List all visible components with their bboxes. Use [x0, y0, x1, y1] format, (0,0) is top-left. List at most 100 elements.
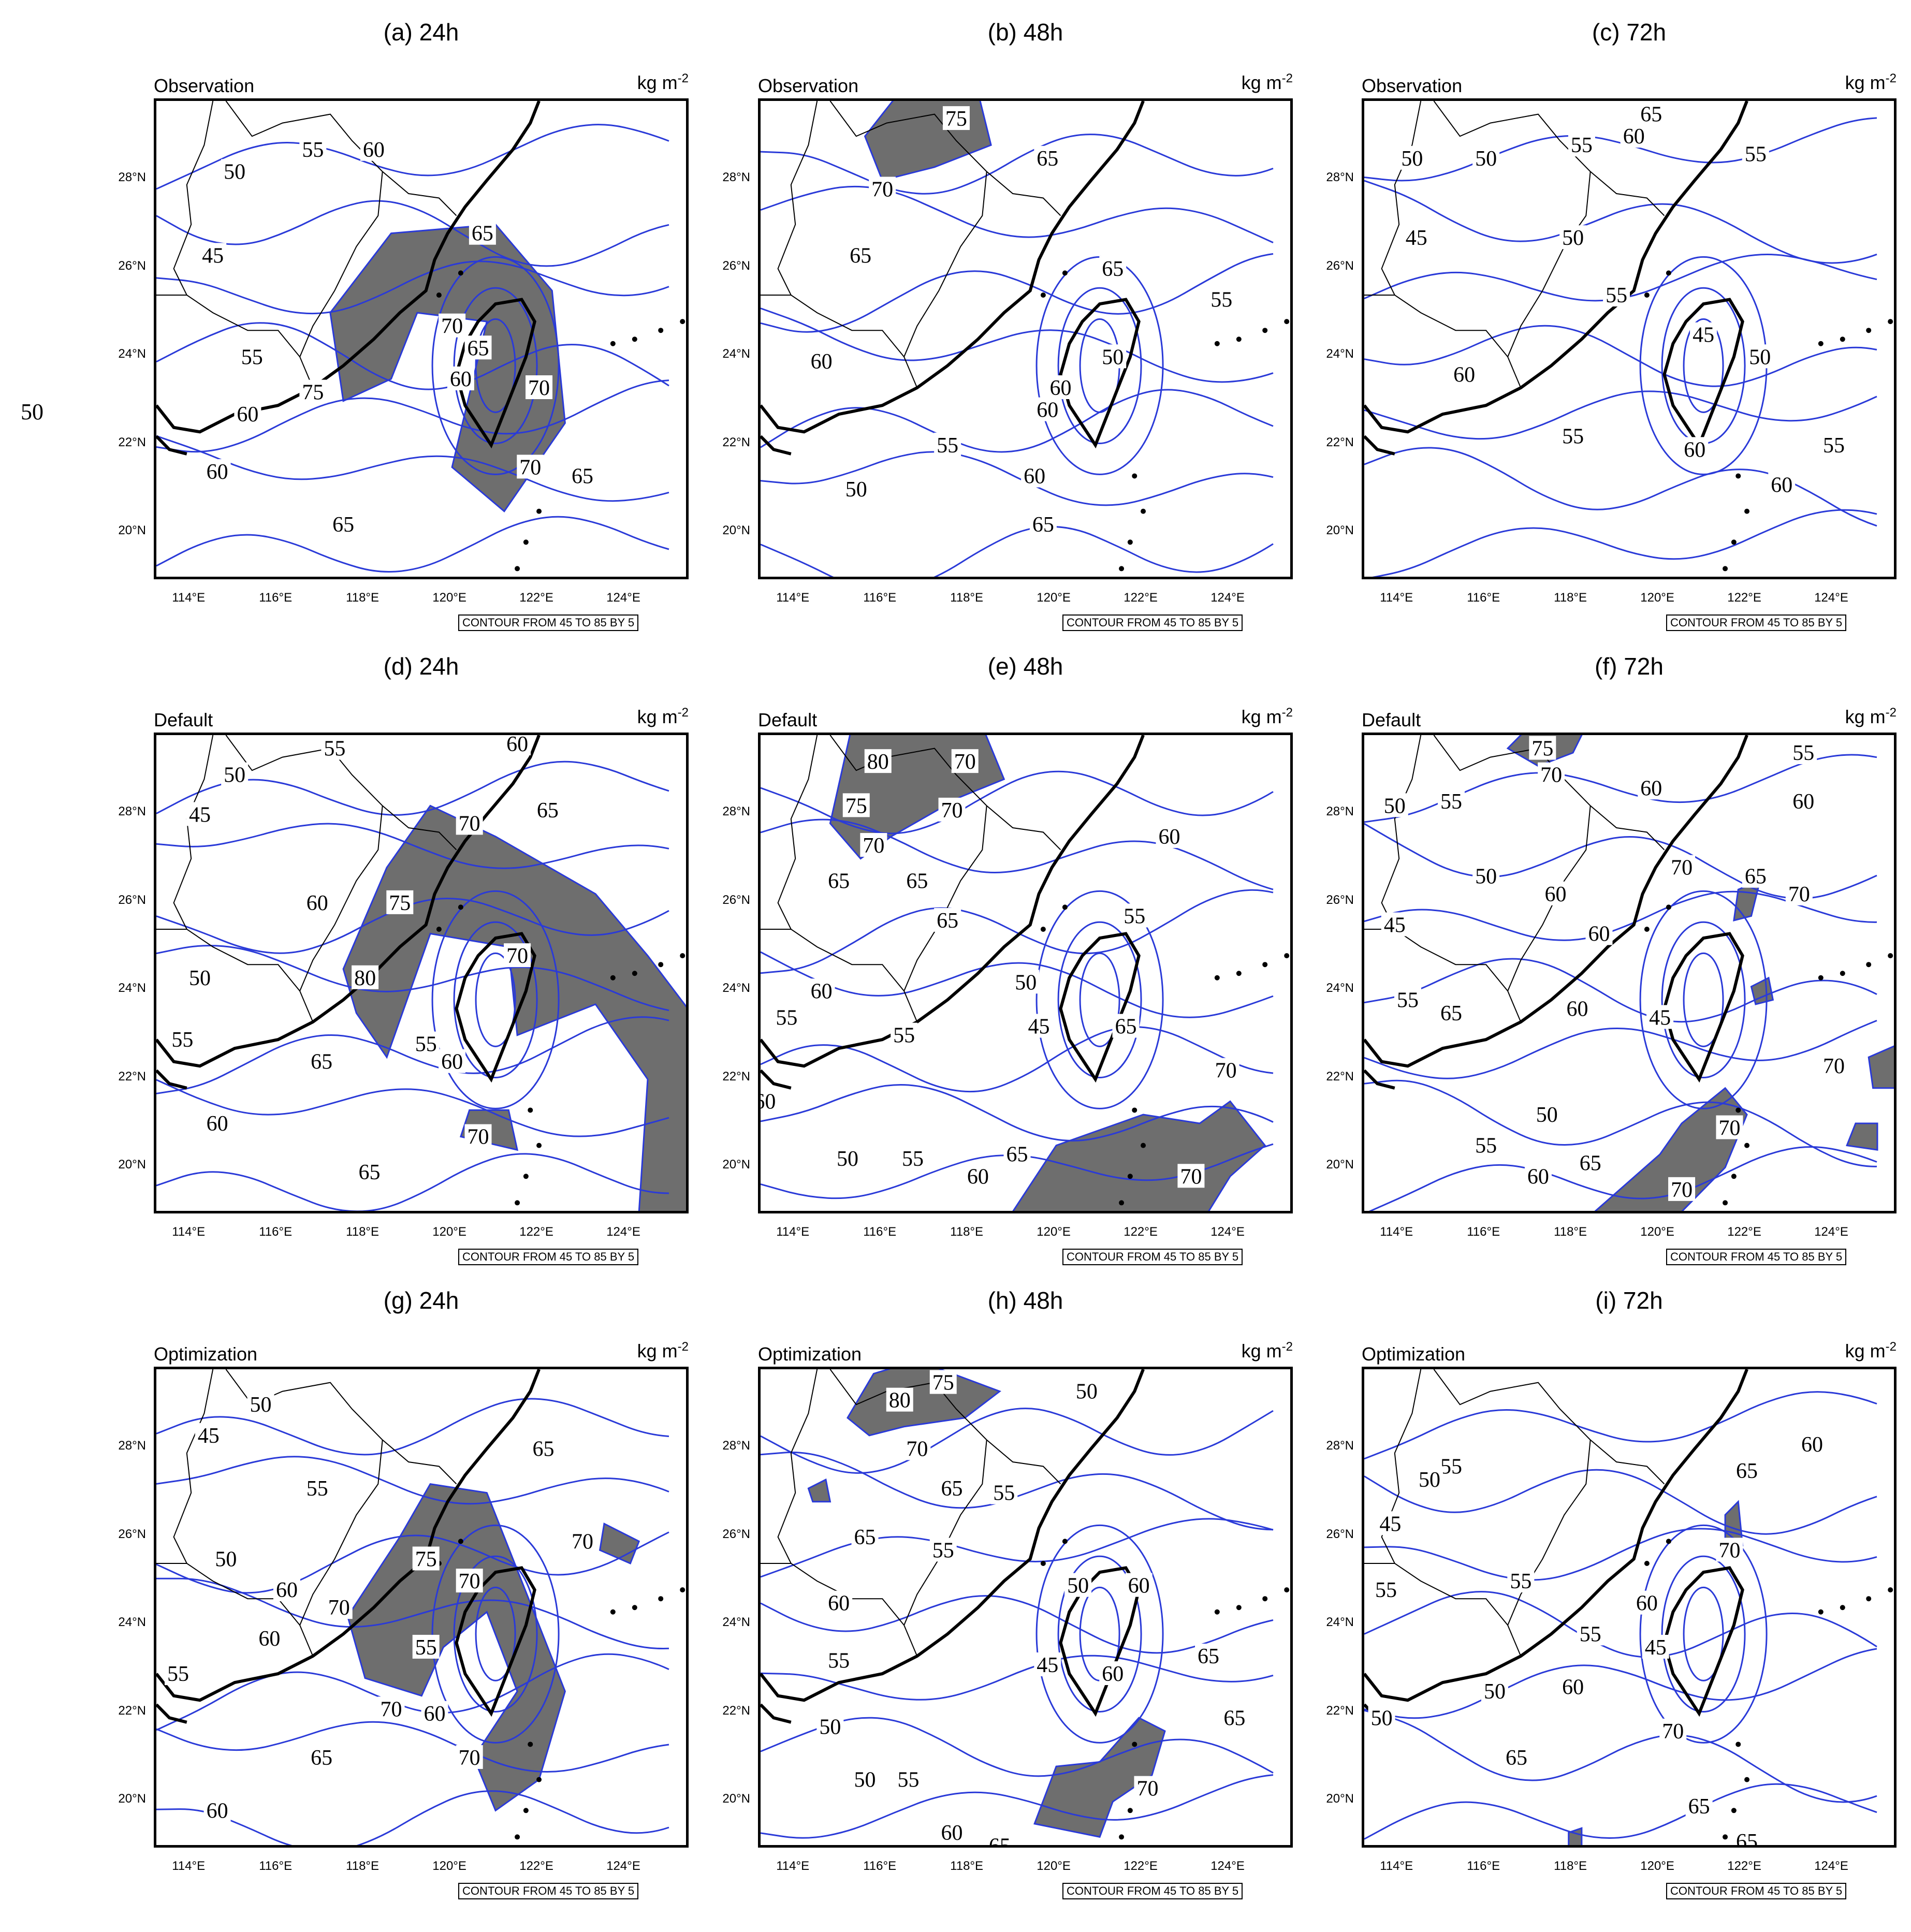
island [680, 319, 685, 325]
lat-tick-label: 20°N [118, 1792, 146, 1806]
contour-label-bg [569, 1529, 596, 1553]
contour-label: 60 [424, 1702, 445, 1726]
coastline [156, 735, 541, 1068]
contour-label: 55 [1823, 434, 1845, 458]
contour-label-bg [1716, 1538, 1743, 1562]
contour-label: 55 [932, 1539, 954, 1562]
lon-tick-label: 124°E [606, 1859, 640, 1873]
contour-label: 70 [1136, 1777, 1158, 1801]
province-border [1507, 806, 1591, 1022]
contour-line [1364, 117, 1877, 182]
contour-label: 65 [1223, 1706, 1245, 1730]
lon-tick-label: 116°E [1467, 591, 1500, 605]
contour-label: 45 [1645, 1636, 1667, 1660]
unit-label: kg m-2 [533, 1340, 689, 1362]
island [436, 292, 442, 298]
province-border [1507, 1440, 1591, 1657]
island [1840, 1605, 1845, 1611]
contour-label-bg [886, 1387, 913, 1412]
contour-label-bg [1029, 512, 1057, 536]
lon-tick-label: 116°E [259, 591, 293, 605]
island [1284, 319, 1290, 325]
lat-tick-label: 22°N [118, 1703, 146, 1718]
lat-tick-label: 28°N [722, 1439, 750, 1453]
panel-title: (b) 48h [987, 19, 1063, 46]
panel-title: (e) 48h [987, 653, 1063, 680]
coastline [761, 1703, 792, 1724]
contour-line [156, 1398, 669, 1456]
contour-label-bg [456, 1745, 483, 1769]
island [1040, 927, 1046, 932]
contour-label-bg [221, 762, 249, 786]
contour-label: 50 [189, 967, 211, 990]
contour-label: 45 [189, 803, 211, 827]
contour-label-bg [1820, 1053, 1848, 1078]
contour-label: 65 [311, 1050, 332, 1074]
panel-sublabel: Optimization [1362, 1343, 1466, 1365]
island [1723, 1200, 1728, 1206]
contour-label-bg [1585, 921, 1613, 945]
contour-label: 65 [311, 1746, 332, 1770]
contour-label-bg [356, 1159, 383, 1183]
map-frame: 50 55 60 45 65 55 60 75 70 65 60 70 70 65 60 65 [154, 98, 689, 579]
island [1119, 1834, 1125, 1840]
lon-tick-label: 122°E [519, 1225, 553, 1239]
contour-label-bg [421, 1701, 448, 1725]
contour-label: 50 [1401, 147, 1423, 171]
contour-line [156, 1153, 669, 1211]
island [1888, 1587, 1893, 1593]
contour-label: 65 [1506, 1746, 1527, 1770]
unit-exponent: -2 [677, 1340, 689, 1354]
contour-label: 65 [1102, 257, 1124, 281]
lat-tick-label: 24°N [1326, 981, 1354, 996]
contour-line [1683, 952, 1724, 1047]
contour-label-bg [273, 1577, 300, 1602]
contour-label: 70 [1718, 1117, 1740, 1140]
province-border [829, 1369, 987, 1441]
contour-label-bg [464, 335, 492, 360]
contour-label-bg [1785, 881, 1813, 905]
province-border [382, 1439, 457, 1485]
unit-text: kg m [1241, 1340, 1282, 1362]
unit-exponent: -2 [677, 71, 689, 85]
contour-label-bg [1559, 225, 1587, 250]
province-border [777, 1369, 905, 1626]
island [528, 1741, 533, 1747]
province-border [1590, 1439, 1665, 1485]
contour-line [1639, 1524, 1768, 1744]
contour-label-bg [1034, 145, 1061, 170]
contour-label: 65 [854, 1526, 876, 1549]
contour-label: 70 [528, 376, 550, 400]
contour-label: 65 [941, 1477, 963, 1501]
island [1666, 904, 1671, 910]
island [1731, 1174, 1737, 1179]
contour-label-bg [1638, 775, 1665, 800]
panel-title: (d) 24h [383, 653, 459, 680]
contour-label: 65 [937, 909, 958, 933]
contour-label: 60 [941, 1821, 963, 1845]
contour-info-box: CONTOUR FROM 45 TO 85 BY 5 [458, 1883, 639, 1899]
lat-tick-label: 26°N [118, 1527, 146, 1541]
contour-label-bg [1742, 863, 1769, 888]
lon-tick-label: 120°E [1037, 1225, 1071, 1239]
contour-label-bg [1733, 1828, 1761, 1845]
contour-label: 50 [837, 1147, 858, 1171]
contour-line [156, 1456, 669, 1505]
island [658, 1596, 664, 1602]
contour-label: 70 [863, 834, 884, 858]
lon-tick-label: 120°E [432, 1859, 466, 1873]
contour-label-bg [386, 890, 414, 914]
contour-label-bg [1472, 863, 1500, 888]
lat-tick-label: 20°N [722, 523, 750, 538]
contour-label-bg [325, 1595, 353, 1619]
island [1888, 319, 1893, 325]
contour-label: 60 [1636, 1592, 1658, 1616]
lat-tick-label: 24°N [118, 347, 146, 361]
contour-label: 55 [1510, 1570, 1531, 1593]
contour-label-bg [1208, 287, 1235, 311]
lon-tick-label: 118°E [1554, 1225, 1587, 1239]
contour-label: 45 [202, 244, 224, 268]
contour-label-bg [1195, 1643, 1222, 1667]
contour-label: 55 [902, 1147, 924, 1171]
